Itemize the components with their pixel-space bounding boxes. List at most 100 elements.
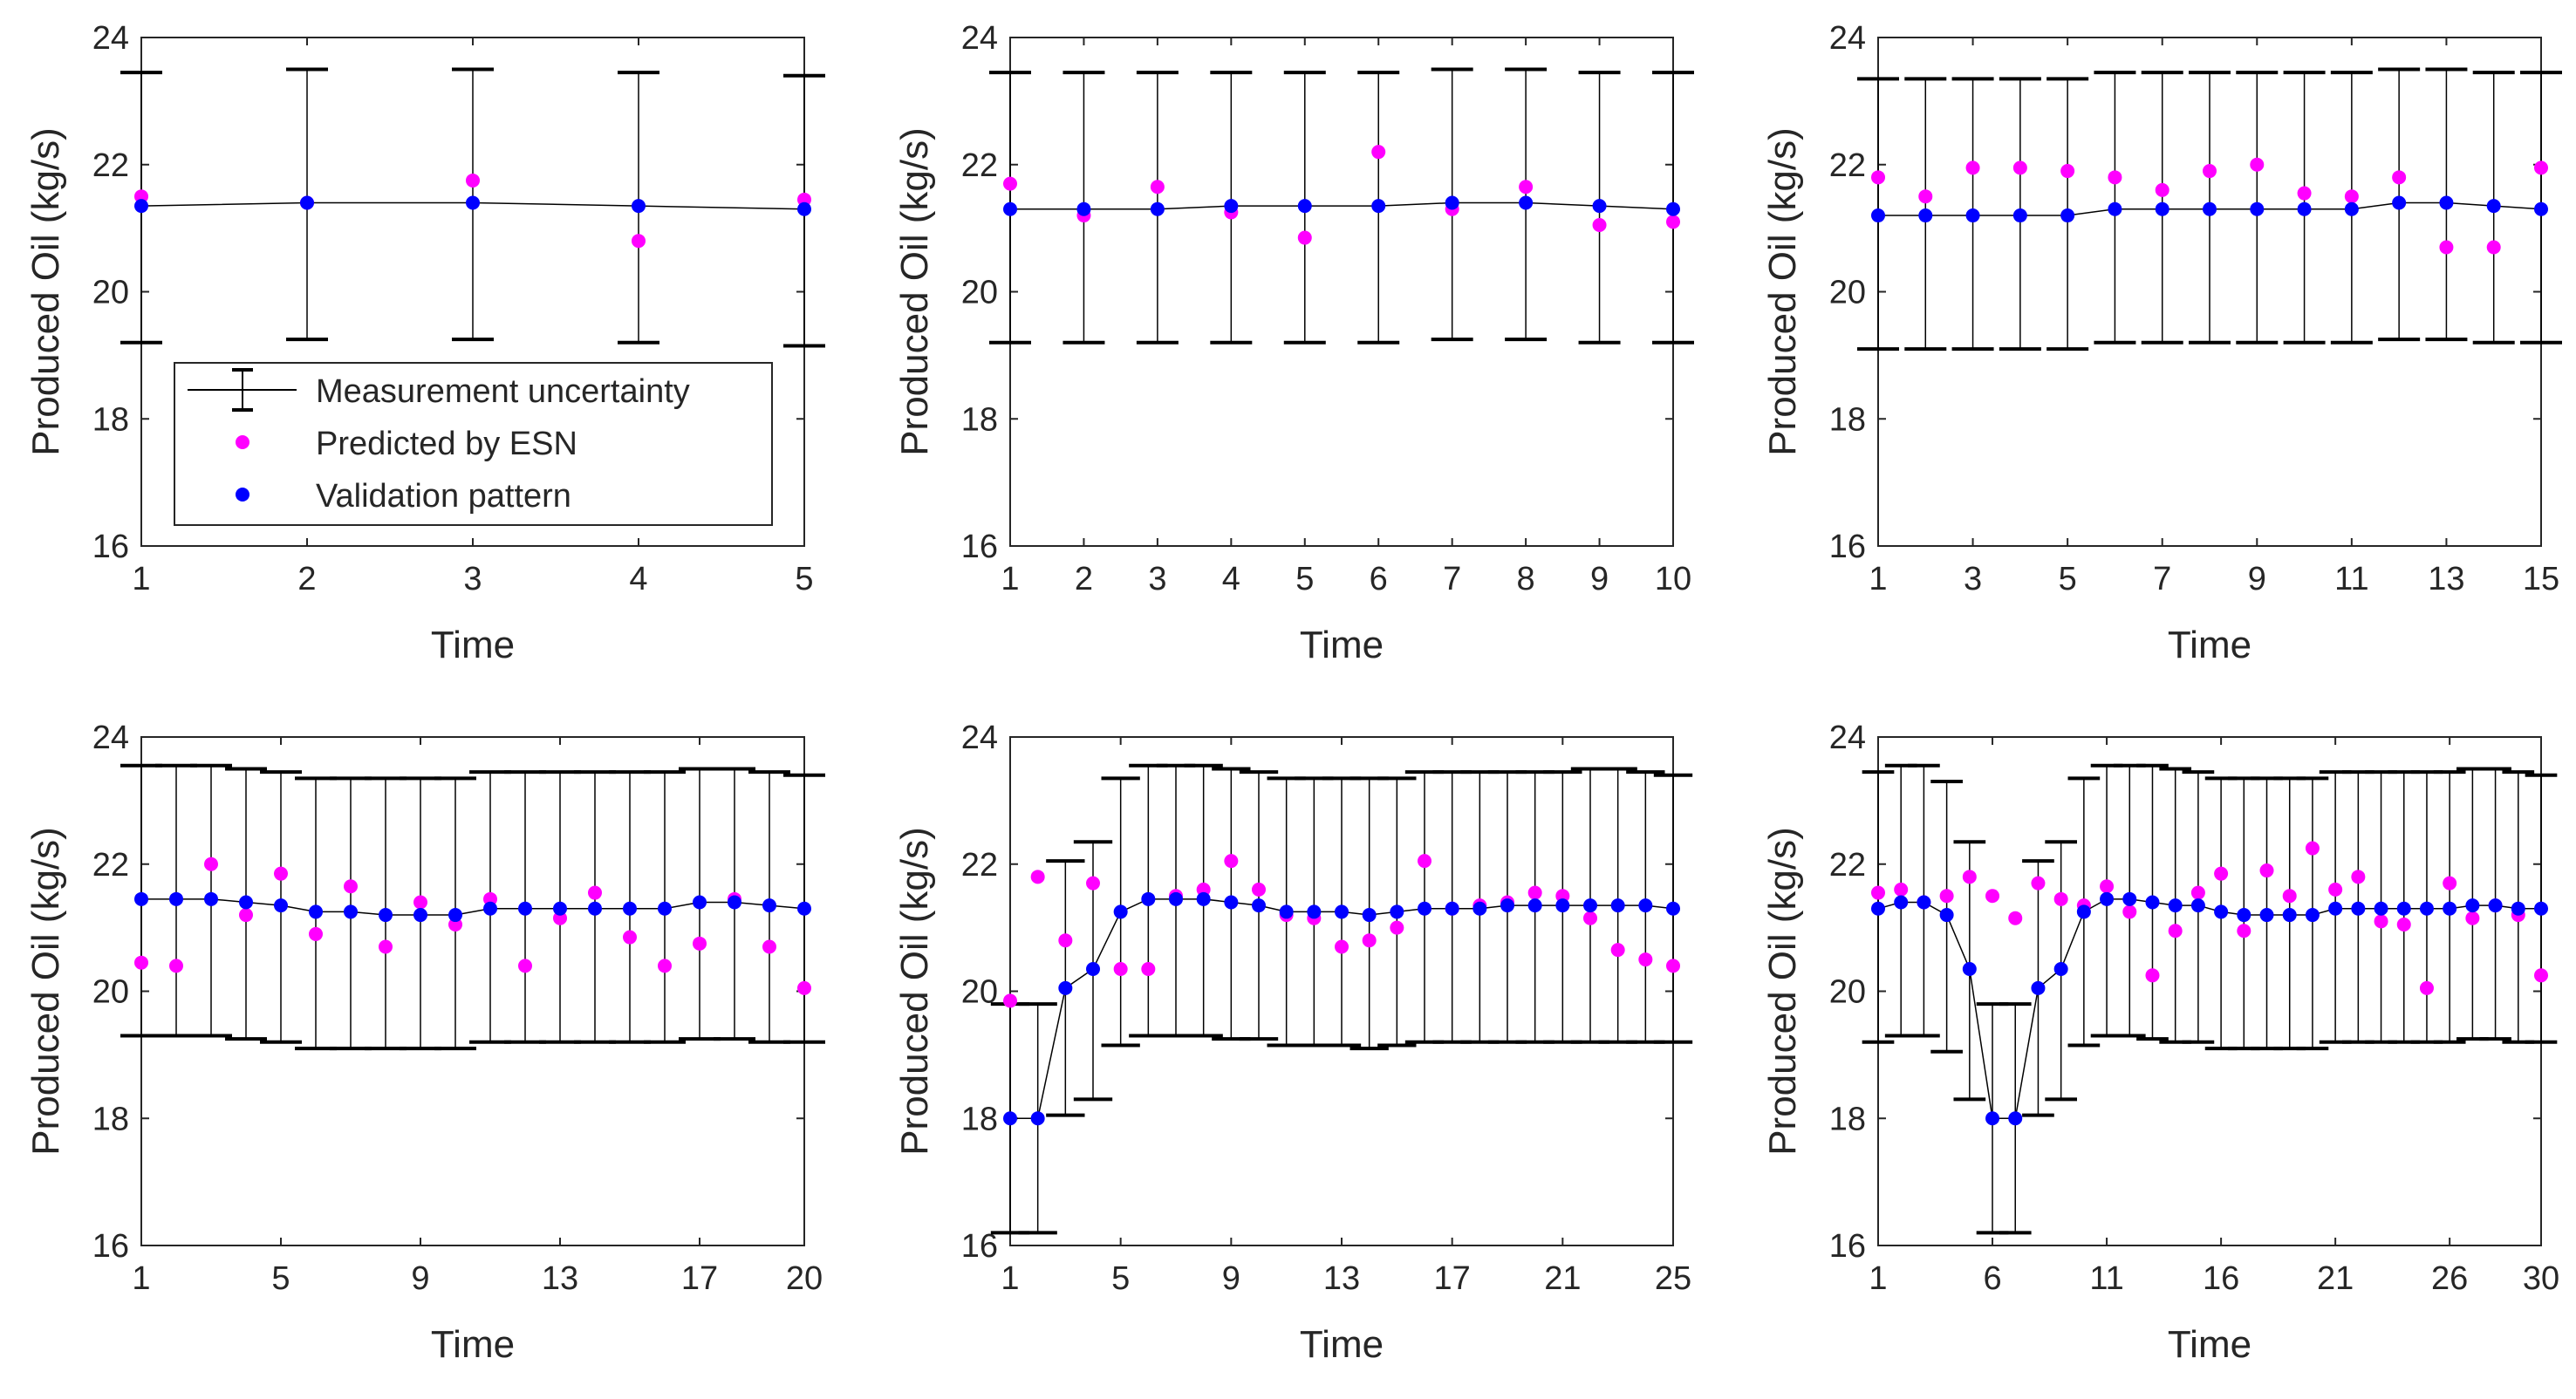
predicted-point — [448, 917, 462, 932]
predicted-point — [1335, 939, 1349, 954]
predicted-point — [1918, 189, 1933, 204]
x-tick-label: 26 — [2431, 1260, 2468, 1297]
validation-point — [2486, 199, 2501, 214]
validation-point — [658, 901, 672, 916]
validation-point — [693, 895, 707, 910]
validation-point — [762, 898, 776, 913]
x-tick-label: 13 — [2428, 561, 2464, 597]
validation-point — [2419, 901, 2434, 916]
validation-point — [1003, 201, 1017, 216]
predicted-point — [2344, 189, 2359, 204]
x-tick-label: 9 — [2248, 561, 2266, 597]
y-tick-label: 24 — [1829, 720, 1866, 756]
validation-point — [2328, 901, 2343, 916]
predicted-point — [1962, 870, 1977, 884]
x-axis-label: Time — [2168, 624, 2251, 666]
validation-point — [1555, 898, 1570, 913]
x-axis-label: Time — [1300, 1323, 1384, 1366]
validation-point — [1224, 895, 1239, 910]
subplot-1: 16 18 20 22 24 1 2 3 4 5 Time Produced Oil (kg/s) — [24, 20, 825, 666]
predicted-point — [1418, 854, 1431, 869]
validation-point — [1307, 904, 1322, 919]
x-tick-label: 7 — [1443, 561, 1461, 597]
validation-point — [300, 195, 314, 210]
validation-point — [623, 901, 637, 916]
predicted-point — [588, 885, 602, 900]
y-tick-label: 24 — [92, 720, 129, 756]
predicted-point — [623, 930, 637, 945]
validation-point — [134, 199, 148, 214]
predicted-point — [2439, 240, 2454, 255]
validation-point — [2511, 901, 2525, 916]
validation-point — [1871, 208, 1885, 223]
predicted-point — [1638, 952, 1653, 967]
y-axis-label: Produced Oil (kg/s) — [1761, 127, 1804, 456]
validation-point — [1472, 901, 1487, 916]
x-tick-label: 5 — [795, 561, 813, 597]
predicted-point — [1003, 993, 1017, 1008]
y-tick-label: 16 — [92, 1228, 129, 1265]
x-tick-label: 2 — [297, 561, 316, 597]
validation-point — [1169, 891, 1183, 906]
predicted-point — [1141, 961, 1156, 976]
validation-point — [2250, 201, 2265, 216]
validation-point — [1390, 904, 1404, 919]
validation-point — [2012, 208, 2027, 223]
validation-point — [553, 901, 567, 916]
predicted-point — [2060, 164, 2075, 179]
x-tick-label: 11 — [2334, 561, 2368, 597]
predicted-point — [2190, 885, 2205, 900]
predicted-point — [379, 939, 393, 954]
validation-point — [204, 891, 218, 906]
y-tick-label: 24 — [961, 20, 998, 57]
y-tick-label: 22 — [92, 847, 129, 884]
predicted-point — [2168, 924, 2183, 938]
predicted-point — [2534, 160, 2548, 175]
predicted-point — [2443, 876, 2457, 891]
predicted-point — [1592, 217, 1607, 232]
validation-point — [632, 199, 646, 214]
x-tick-label: 7 — [2153, 561, 2171, 597]
y-axis-label: Produced Oil (kg/s) — [1761, 827, 1804, 1156]
validation-point — [1362, 908, 1377, 923]
validation-point — [1076, 201, 1091, 216]
x-tick-label: 13 — [1323, 1260, 1360, 1297]
predicted-point — [239, 908, 253, 923]
x-tick-label: 2 — [1075, 561, 1093, 597]
predicted-point — [2328, 882, 2343, 897]
x-tick-label: 5 — [271, 1260, 290, 1297]
validation-point — [466, 195, 480, 210]
x-tick-label: 11 — [2089, 1260, 2123, 1297]
x-tick-label: 4 — [1222, 561, 1240, 597]
y-tick-label: 22 — [961, 847, 998, 884]
validation-point — [1030, 1111, 1045, 1126]
predicted-point — [274, 866, 288, 881]
x-axis-label: Time — [431, 1323, 515, 1366]
predicted-point — [1555, 889, 1570, 904]
x-tick-label: 17 — [1434, 1260, 1471, 1297]
predicted-point — [1666, 959, 1680, 973]
validation-point — [2237, 908, 2251, 923]
validation-point — [1224, 199, 1239, 214]
y-tick-label: 20 — [961, 275, 998, 311]
predicted-point — [2053, 891, 2068, 906]
validation-point — [2122, 891, 2137, 906]
x-tick-label: 8 — [1517, 561, 1535, 597]
x-tick-label: 9 — [1222, 1260, 1240, 1297]
predicted-point — [344, 879, 358, 894]
x-tick-label: 21 — [1544, 1260, 1581, 1297]
predicted-point — [413, 895, 427, 910]
predicted-point — [1583, 911, 1597, 925]
y-tick-label: 16 — [92, 529, 129, 565]
validation-point — [2076, 904, 2091, 919]
subplot-2: 16 18 20 22 24 1 2 3 4 5 6 7 8 9 10 Time Produced Oil (k… — [893, 20, 1694, 666]
x-axis-label: Time — [1300, 624, 1384, 666]
predicted-point — [466, 173, 480, 188]
predicted-point — [2012, 160, 2027, 175]
validation-point — [728, 895, 741, 910]
validation-point — [134, 891, 148, 906]
validation-point — [2155, 201, 2169, 216]
predicted-point — [1390, 920, 1404, 935]
predicted-point — [1003, 176, 1017, 191]
validation-point — [379, 908, 393, 923]
